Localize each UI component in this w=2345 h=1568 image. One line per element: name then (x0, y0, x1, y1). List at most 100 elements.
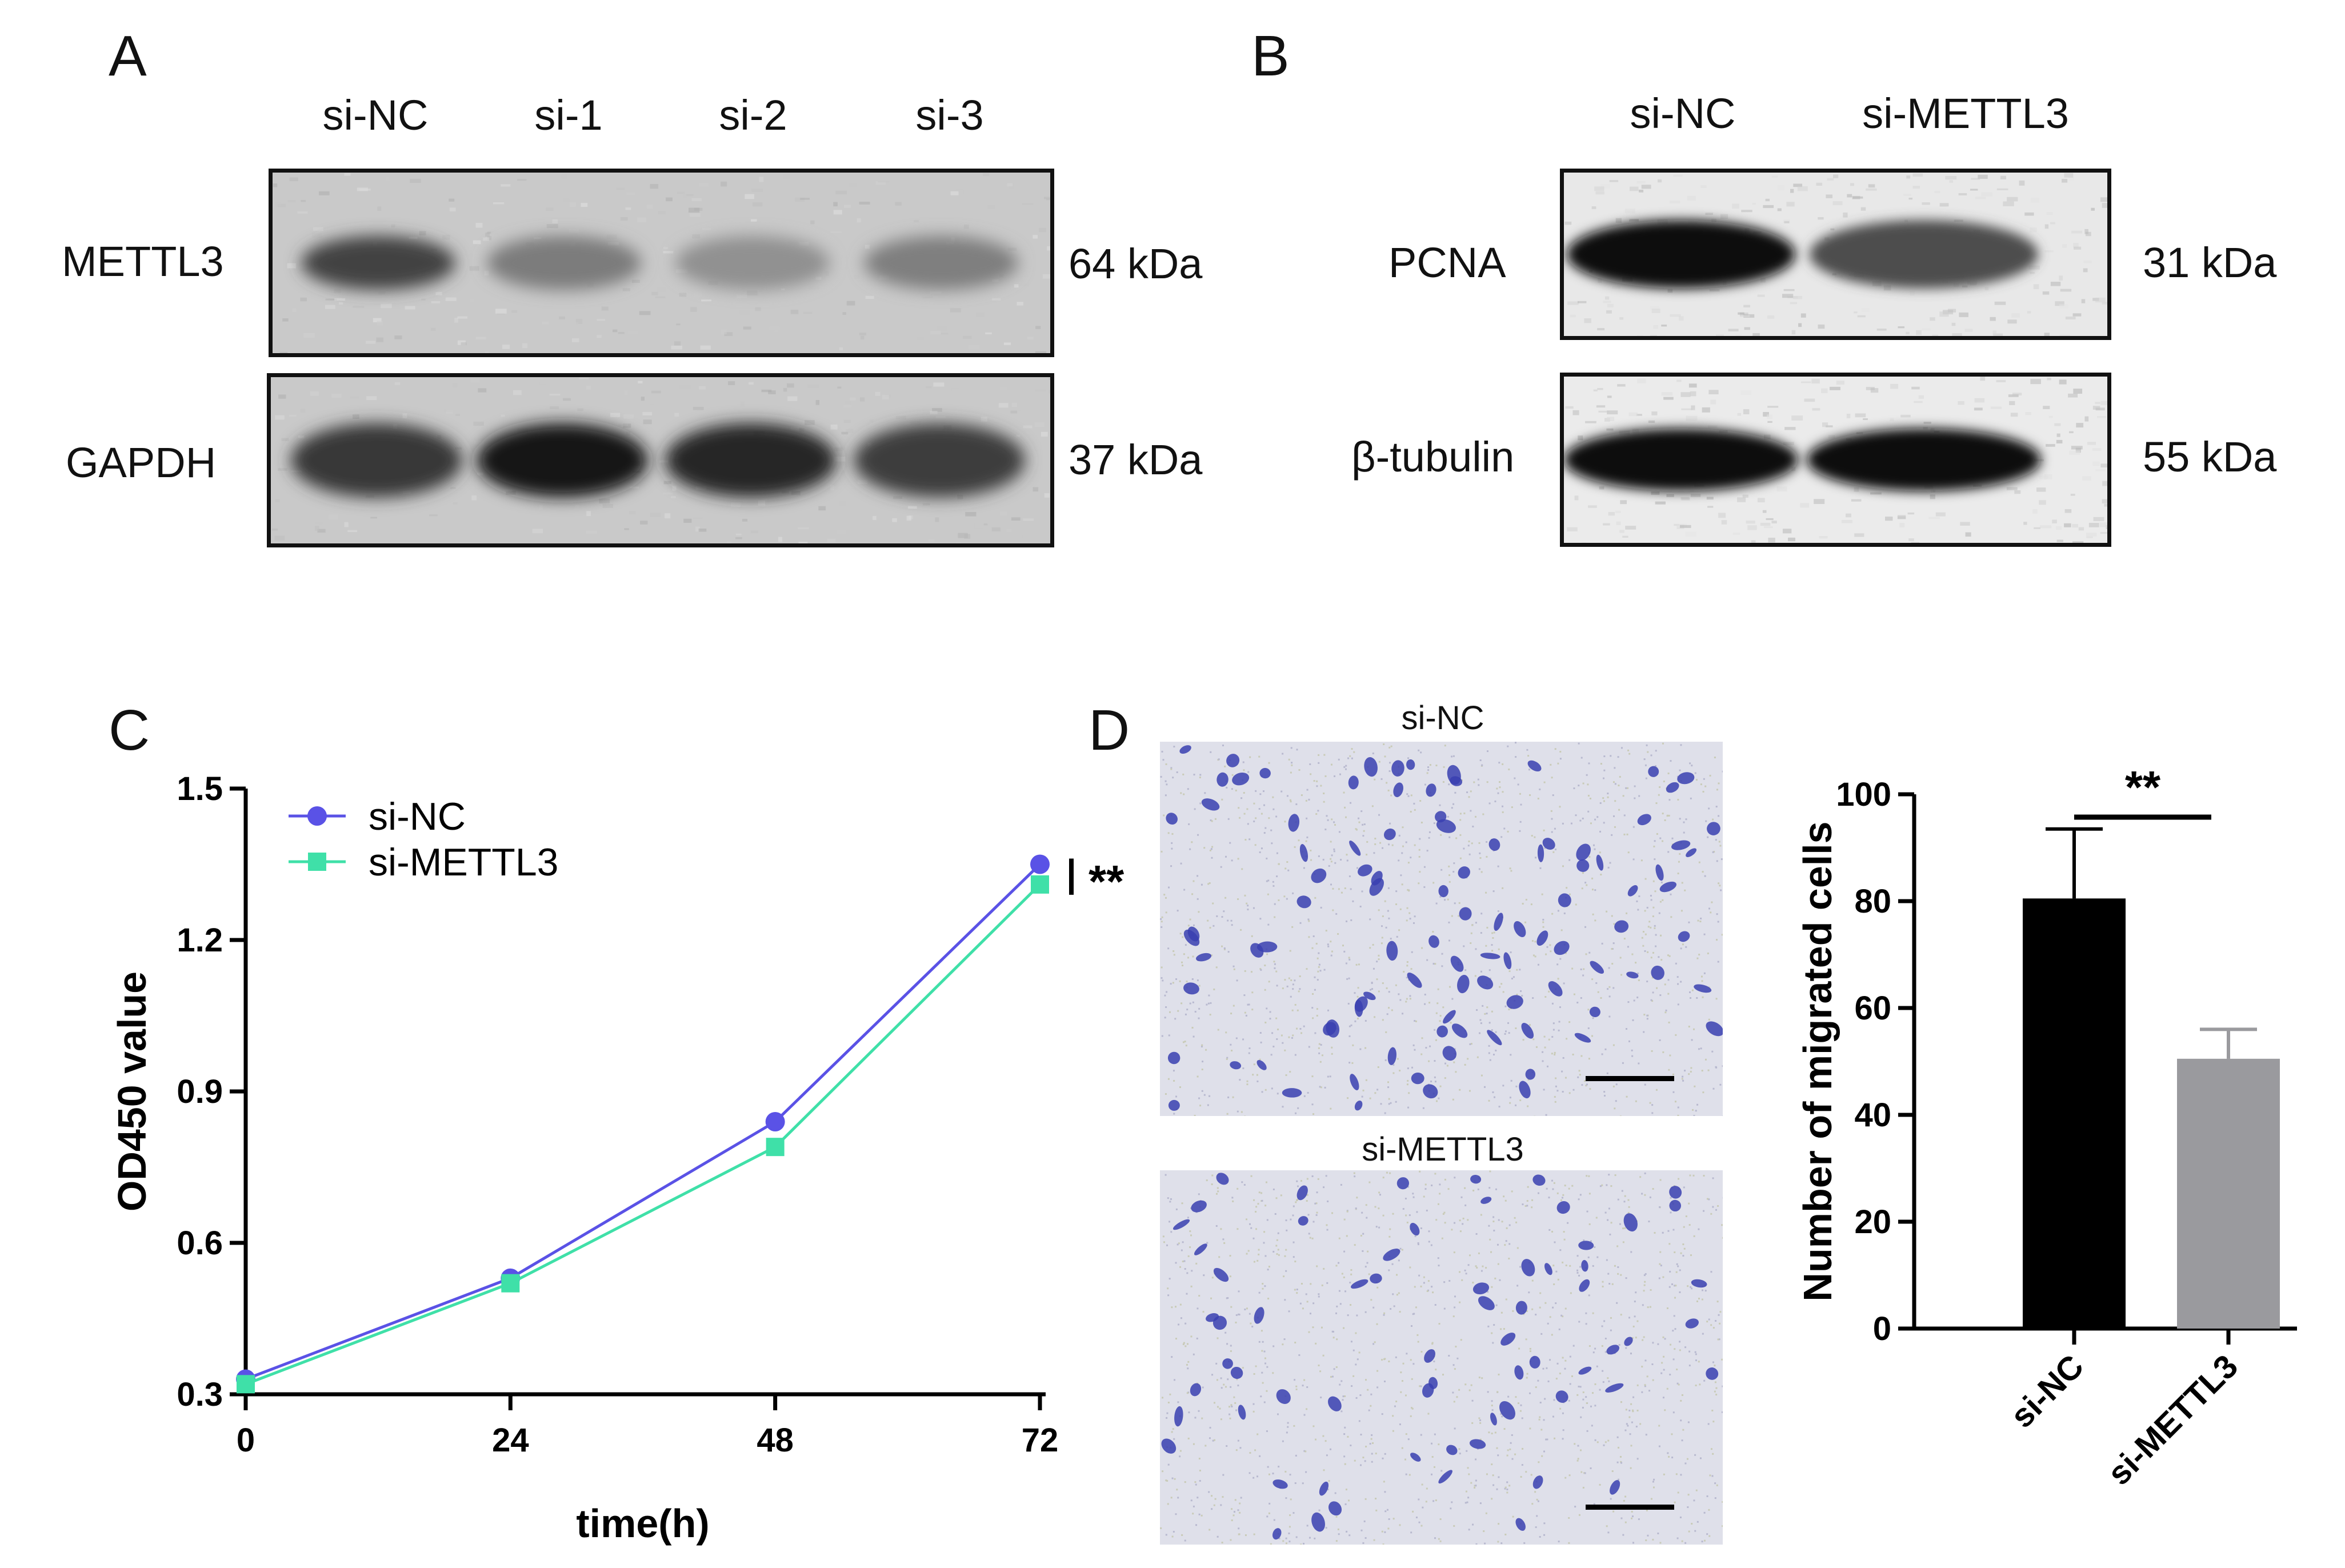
stained-cell (1256, 1060, 1267, 1070)
stained-cell (1596, 854, 1604, 871)
stained-cell (1671, 840, 1691, 850)
stained-cell (1183, 982, 1199, 995)
stained-cell (1556, 1201, 1570, 1214)
stained-cell (1458, 866, 1470, 879)
stained-cell (1515, 1518, 1526, 1531)
stained-cell (1472, 1282, 1490, 1295)
stained-cell (1364, 757, 1378, 777)
data-point (1030, 854, 1050, 874)
panel-c-line-chart: 0.3 0.6 0.9 1.2 1.5 0 24 48 72 time(h) OD450 value… (110, 770, 1125, 1546)
x-tick-label: 72 (1022, 1422, 1059, 1459)
panel-b-kda-label: 55 kDa (2143, 433, 2277, 481)
stained-cell (1438, 885, 1448, 898)
stained-cell (1548, 981, 1563, 997)
stained-cell (1354, 999, 1363, 1017)
stained-cell (1581, 1260, 1588, 1272)
panel-a-lane-label: si-2 (719, 91, 787, 139)
stained-cell (1201, 798, 1220, 811)
blot-band (291, 423, 462, 498)
series-line (245, 883, 1041, 1386)
panel-a-letter: A (109, 24, 147, 88)
stained-cell (1323, 1022, 1336, 1036)
stained-cell (1179, 745, 1191, 754)
y-tick-label: 0.9 (177, 1073, 223, 1110)
blot-band (487, 235, 641, 290)
stained-cell (1296, 1185, 1308, 1201)
y-axis-label: Number of migrated cells (1795, 821, 1840, 1301)
stained-cell (1614, 920, 1629, 933)
stained-cell (1558, 893, 1571, 907)
stained-cell (1706, 1367, 1719, 1380)
blot-band (1807, 428, 2041, 491)
stained-cell (1172, 1219, 1190, 1230)
stained-cell (1296, 895, 1311, 909)
panel-d-bar-chart: 0 20 40 60 80 100 Number of migrated cells si-N… (1795, 762, 2297, 1493)
data-point (1031, 875, 1049, 894)
panel-a-kda-label: 37 kDa (1069, 436, 1203, 483)
stained-cell (1480, 1197, 1492, 1204)
stained-cell (1369, 878, 1384, 896)
stained-cell (1350, 1074, 1359, 1090)
stained-cell (1532, 1174, 1546, 1186)
stained-cell (1610, 1480, 1620, 1495)
panel-a-kda-label: 64 kDa (1069, 240, 1203, 287)
stained-cell (1554, 941, 1570, 955)
series-line (245, 863, 1041, 1381)
panel-a-protein-label: GAPDH (66, 439, 217, 486)
stained-cell (1282, 1088, 1302, 1098)
data-point (501, 1274, 520, 1293)
stained-cell (1428, 935, 1439, 948)
panel-c-letter: C (109, 698, 150, 762)
stained-cell (1579, 1279, 1590, 1292)
stained-cell (1230, 1061, 1242, 1070)
stained-cell (1451, 1023, 1468, 1038)
stained-cell (1677, 772, 1695, 785)
panel-b-blot-beta-tubulin (1560, 373, 2111, 547)
x-tick-label: 0 (237, 1422, 255, 1459)
scale-bar (1586, 1076, 1674, 1081)
stained-cell (1206, 1313, 1219, 1322)
stained-cell (1191, 1200, 1207, 1213)
stained-cell (1527, 760, 1542, 772)
legend-label: si-METTL3 (369, 841, 558, 884)
stained-cell (1626, 971, 1639, 979)
bar (2023, 898, 2126, 1329)
stained-cell (1450, 955, 1464, 972)
panel-b-letter: B (1251, 24, 1290, 88)
legend-marker (307, 806, 327, 826)
stained-cell (1411, 1072, 1424, 1085)
stained-cell (1272, 1528, 1282, 1540)
stained-cell (1515, 1301, 1527, 1315)
stained-cell (1691, 1279, 1707, 1288)
stained-cell (1222, 1358, 1233, 1369)
stained-cell (1426, 783, 1436, 797)
stained-cell (1250, 943, 1264, 958)
stained-cell (1544, 1263, 1552, 1275)
stained-cell (1194, 1243, 1207, 1255)
stained-cell (1438, 1470, 1452, 1484)
panel-b-kda-label: 31 kDa (2143, 239, 2277, 286)
stained-cell (1383, 1249, 1400, 1261)
stained-cell (1590, 961, 1604, 974)
stained-cell (1490, 1413, 1497, 1426)
micrograph-si-mettl3 (1160, 1170, 1723, 1545)
stained-cell (1469, 1439, 1486, 1449)
stained-cell (1387, 1047, 1396, 1065)
stained-cell (1623, 1213, 1638, 1232)
panel-a-blot-gapdh (267, 373, 1054, 547)
y-tick-label: 60 (1854, 990, 1891, 1027)
scale-bar (1586, 1505, 1674, 1510)
y-tick-label: 0 (1873, 1310, 1891, 1347)
stained-cell (1537, 844, 1544, 862)
micrograph-si-nc (1160, 742, 1723, 1116)
stained-cell (1578, 1366, 1592, 1375)
x-tick-label: si-NC (2003, 1347, 2091, 1435)
blot-band (1567, 220, 1795, 289)
stained-cell (1272, 1479, 1288, 1489)
y-axis-label: OD450 value (110, 971, 154, 1211)
stained-cell (1358, 864, 1372, 877)
stained-cell (1685, 1318, 1699, 1329)
stained-cell (1494, 913, 1503, 931)
stained-cell (1536, 930, 1548, 946)
stained-cell (1354, 1101, 1363, 1111)
